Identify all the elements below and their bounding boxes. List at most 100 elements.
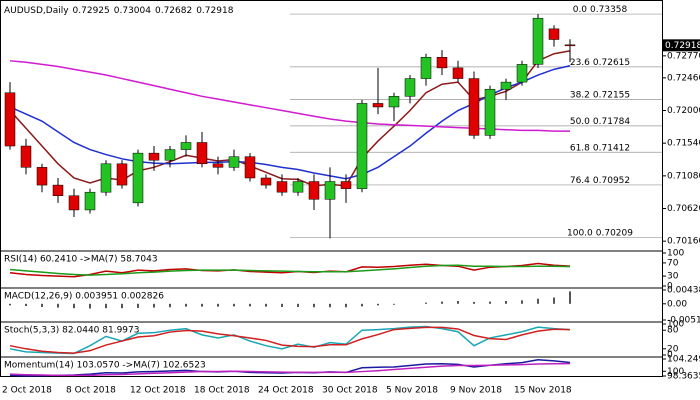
candle-body — [420, 57, 432, 79]
candle-body — [20, 145, 32, 168]
histogram-bar — [361, 303, 363, 307]
histogram-bar — [441, 301, 443, 304]
candle-body — [564, 44, 576, 47]
y-tick-label: 100 — [667, 367, 684, 377]
price-box — [662, 39, 700, 52]
candle-body — [212, 163, 224, 168]
candle-body — [452, 67, 464, 79]
candle-body — [68, 195, 80, 211]
candle-body — [340, 181, 352, 189]
histogram-bar — [41, 303, 43, 307]
candle-body — [324, 181, 336, 200]
y-tick-label: 70 — [667, 258, 679, 268]
fib-price: 0.71784 — [593, 116, 630, 126]
candle-body — [356, 103, 368, 189]
line-series — [9, 326, 571, 354]
y-tick-label: 80 — [667, 326, 679, 336]
histogram-bar — [57, 303, 59, 308]
histogram-bar — [297, 303, 299, 307]
fib-label: 38.2 0.72155 — [570, 90, 630, 100]
y-tick-label: 100 — [667, 249, 684, 259]
y-tick-label: 104.2493 — [667, 355, 700, 365]
candle-body — [500, 81, 512, 90]
histogram-bar — [569, 291, 571, 304]
candle-body — [260, 177, 272, 186]
fib-price: 0.72615 — [593, 57, 630, 67]
histogram-bar — [393, 303, 395, 305]
candle-body — [180, 142, 192, 150]
y-tick-label: 100 — [667, 320, 684, 330]
histogram-bar — [249, 303, 251, 307]
chart-title: AUDUSD,Daily 0.72925 0.73004 0.72682 0.72918 — [4, 6, 234, 16]
line-series — [9, 262, 571, 278]
fib-label: 50.0 0.71784 — [570, 116, 631, 126]
y-tick-label: 0 — [667, 351, 673, 361]
candle-body — [116, 163, 128, 186]
histogram-bar — [473, 301, 475, 304]
price-label: 0.72918 — [665, 41, 700, 51]
y-tick-label: 98.3635 — [667, 372, 700, 382]
fib-label: 100.0 0.70209 — [567, 228, 633, 238]
symbol: AUDUSD,Daily — [4, 6, 69, 16]
histogram-bar — [105, 303, 107, 309]
candle-body — [100, 163, 112, 193]
histogram-bar — [121, 303, 123, 309]
candle-body — [148, 152, 160, 161]
candle-body — [52, 184, 64, 196]
y-tick-label: 0 — [667, 282, 673, 292]
y-tick-label: -0.005144 — [667, 316, 700, 326]
candle-body — [196, 142, 208, 165]
x-tick-label: 18 Oct 2018 — [194, 386, 250, 396]
fib-ratio: 61.8 — [570, 143, 590, 153]
candle-body — [292, 181, 304, 193]
fib-ratio: 0.0 — [573, 5, 588, 15]
histogram-bar — [25, 303, 27, 307]
histogram-bar — [377, 303, 379, 306]
histogram-bar — [313, 303, 315, 308]
x-tick-label: 15 Nov 2018 — [514, 386, 572, 396]
histogram-bar — [9, 303, 11, 306]
histogram-bar — [425, 302, 427, 304]
candle-body — [84, 191, 96, 211]
fib-ratio: 38.2 — [570, 90, 590, 100]
fib-price: 0.70952 — [593, 175, 630, 185]
candle-body — [4, 92, 16, 147]
candle-body — [532, 17, 544, 65]
x-tick-label: 2 Oct 2018 — [2, 386, 52, 396]
histogram-bar — [553, 297, 555, 304]
candle-body — [308, 181, 320, 200]
ohlc-high: 0.73004 — [114, 6, 151, 16]
candle-body — [484, 88, 496, 136]
fib-price: 0.73358 — [590, 5, 627, 15]
fib-label: 0.0 0.73358 — [573, 5, 628, 15]
x-tick-label: 8 Oct 2018 — [66, 386, 116, 396]
candle-body — [244, 156, 256, 179]
candle-body — [388, 96, 400, 108]
y-tick-label: 30 — [667, 272, 679, 282]
histogram-bar — [329, 303, 331, 308]
line-series — [9, 264, 571, 276]
ohlc-low: 0.72682 — [155, 6, 192, 16]
panel-title: Stoch(5,3,3) 82.0440 81.9973 — [4, 326, 139, 336]
ohlc-open: 0.72925 — [73, 6, 110, 16]
fib-label: 61.8 0.71412 — [570, 143, 630, 153]
histogram-bar — [505, 300, 507, 304]
x-tick-label: 5 Nov 2018 — [386, 386, 438, 396]
histogram-bar — [489, 301, 491, 304]
candle-body — [164, 149, 176, 161]
y-tick-label: 0.00 — [667, 299, 687, 309]
candle-body — [372, 103, 384, 108]
fib-ratio: 76.4 — [570, 175, 590, 185]
candle-body — [548, 28, 560, 40]
histogram-bar — [89, 303, 91, 309]
histogram-bar — [169, 303, 171, 308]
histogram-bar — [185, 303, 187, 307]
histogram-bar — [201, 303, 203, 307]
x-tick-label: 24 Oct 2018 — [258, 386, 314, 396]
histogram-bar — [537, 298, 539, 304]
y-tick-label: 0.004384 — [667, 286, 700, 296]
